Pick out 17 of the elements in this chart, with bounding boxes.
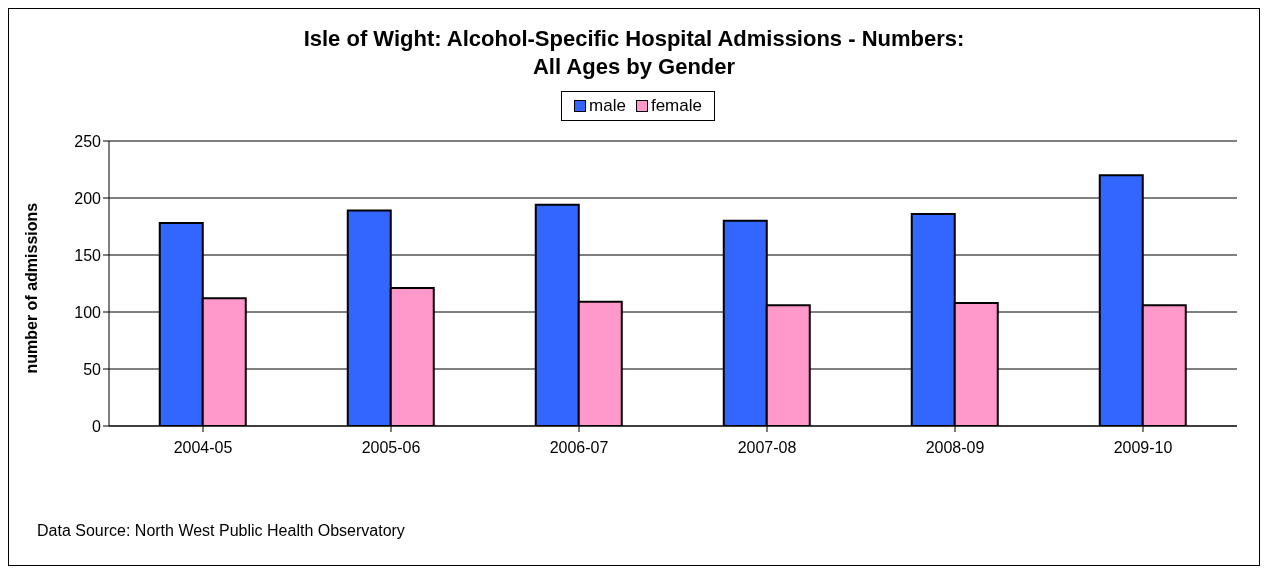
y-tick-label: 200 [74, 189, 102, 207]
source-note: Data Source: North West Public Health Observatory [37, 522, 405, 540]
y-tick-label: 0 [92, 417, 102, 435]
y-tick-label: 250 [74, 132, 102, 150]
x-tick-label: 2009-10 [1113, 439, 1173, 457]
chart-title: Isle of Wight: Alcohol-Specific Hospital Admissions - Numbers: All Ages by Gender [302, 25, 966, 81]
y-tick-label: 150 [74, 246, 102, 264]
x-tick-label: 2005-06 [361, 439, 421, 457]
x-tick-label: 2004-05 [173, 439, 233, 457]
y-tick-label: 100 [74, 303, 102, 321]
x-tick-label: 2007-08 [737, 439, 797, 457]
x-tick-label: 2008-09 [925, 439, 985, 457]
y-tick-label: 50 [83, 360, 102, 378]
y-axis-title: number of admissions [22, 202, 40, 374]
legend-label: male [588, 96, 626, 116]
legend-label: female [649, 96, 702, 116]
x-tick-label: 2006-07 [549, 439, 609, 457]
